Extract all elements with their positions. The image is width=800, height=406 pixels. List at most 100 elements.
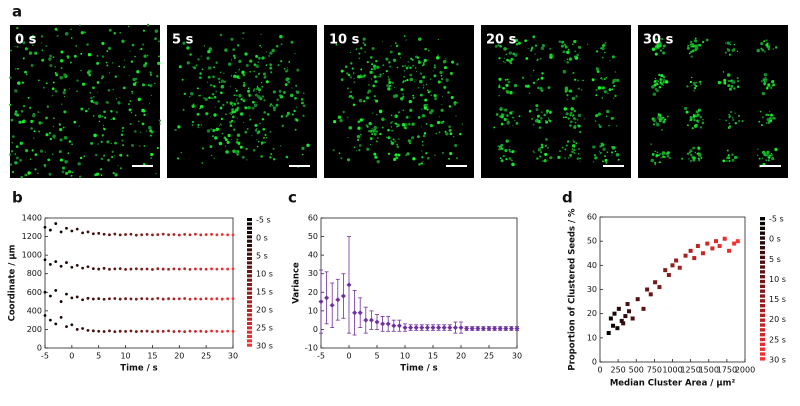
fluorescent-spot [390,126,393,128]
fluorescent-spot [54,89,58,93]
fluorescent-spot [549,47,552,50]
fluorescent-spot [558,150,562,153]
fluorescent-spot [95,153,98,157]
fluorescent-spot [260,155,263,158]
fluorescent-spot [418,37,422,41]
fluorescent-spot [764,76,767,80]
point [492,326,498,331]
fluorescent-spot [723,81,727,85]
colorbar-segment [247,261,252,265]
fluorescent-spot [253,103,258,108]
fluorescent-spot [11,170,15,174]
fluorescent-spot [505,53,508,56]
fluorescent-spot [425,83,428,86]
fluorescent-spot [242,37,244,39]
fluorescent-spot [191,124,194,126]
fluorescent-spot [256,85,259,88]
fluorescent-spot [78,125,80,127]
fluorescent-spot [24,148,29,153]
point [352,310,358,316]
fluorescent-spot [684,106,688,111]
fluorescent-spot [369,144,372,146]
fluorescent-spot [660,80,662,83]
fluorescent-spot [96,81,100,84]
fluorescent-spot [405,66,409,70]
fluorescent-spot [698,153,702,157]
fluorescent-spot [601,86,606,90]
point [172,297,176,301]
fluorescent-spot [459,132,462,136]
fluorescent-spot [385,57,389,61]
fluorescent-spot [97,143,99,145]
fluorescent-spot [232,48,236,51]
fluorescent-spot [501,147,504,150]
fluorescent-spot [564,148,567,151]
fluorescent-spot [397,52,401,56]
fluorescent-spot [362,37,366,41]
fluorescent-spot [49,54,52,58]
fluorescent-spot [579,157,581,160]
fluorescent-spot [652,123,656,126]
point [226,297,230,301]
fluorescent-spot [395,156,399,160]
fluorescent-spot [616,125,618,127]
fluorescent-spot [736,50,739,53]
fluorescent-spot [511,116,514,119]
fluorescent-spot [348,96,351,99]
point [374,319,380,325]
colorbar-segment [247,274,252,278]
point [70,296,74,300]
colorbar-segment [760,284,765,289]
fluorescent-spot [196,87,199,90]
colorbar-segment [247,231,252,235]
fluorescent-spot [256,145,259,148]
fluorescent-spot [397,111,401,114]
fluorescent-spot [693,39,697,42]
fluorescent-spot [770,113,773,117]
fluorescent-spot [738,120,740,122]
fluorescent-spot [104,116,107,119]
fluorescent-spot [409,142,411,145]
fluorescent-spot [567,48,570,51]
fluorescent-spot [442,120,445,123]
point [97,231,101,235]
colorbar-segment [760,246,765,250]
fluorescent-spot [420,73,422,75]
fluorescent-spot [370,68,373,71]
fluorescent-spot [421,144,424,147]
fluorescent-spot [61,170,65,174]
fluorescent-spot [761,48,765,52]
fluorescent-spot [27,96,30,99]
fluorescent-spot [444,130,447,133]
fluorescent-spot [657,115,661,119]
fluorescent-spot [507,80,511,84]
fluorescent-spot [663,79,666,82]
fluorescent-spot [655,48,658,50]
point [220,297,224,301]
fluorescent-spot [332,149,335,152]
micrograph: 10 s [324,25,474,178]
fluorescent-spot [694,123,698,127]
fluorescent-spot [381,117,385,122]
fluorescent-spot [295,118,299,122]
fluorescent-spot [510,159,513,161]
fluorescent-spot [728,53,731,56]
point [231,297,235,300]
fluorescent-spot [262,72,267,76]
fluorescent-spot [294,52,296,54]
fluorescent-spot [201,68,204,71]
image-frame [10,25,160,178]
fluorescent-spot [236,98,238,100]
point [183,297,187,300]
fluorescent-spot [129,50,131,52]
fluorescent-spot [111,155,114,159]
image-frame [481,25,631,178]
fluorescent-spot [686,124,689,127]
fluorescent-spot [568,57,573,61]
fluorescent-spot [347,73,351,77]
fluorescent-spot [246,128,249,130]
fluorescent-spot [524,39,527,42]
fluorescent-spot [279,145,282,147]
point [124,297,127,301]
colorbar-segment [760,231,765,235]
